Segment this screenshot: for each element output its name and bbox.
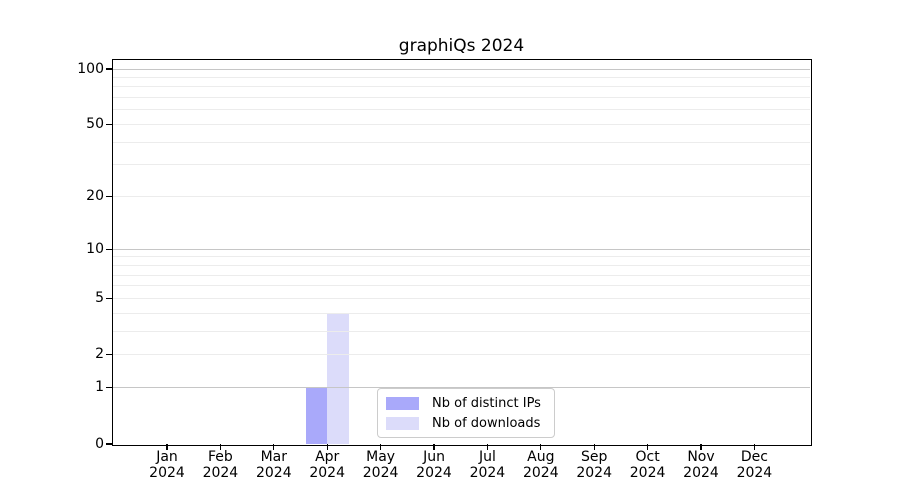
y-axis-tick-label: 100 <box>77 60 104 77</box>
y-axis-tick <box>106 196 113 198</box>
gridline-major <box>113 387 810 389</box>
y-axis-tick-label: 10 <box>86 240 104 257</box>
x-axis-tick-label: Oct 2024 <box>629 449 666 481</box>
x-axis-tick <box>326 444 328 450</box>
gridline-minor <box>113 264 810 266</box>
x-axis-tick <box>486 444 488 450</box>
x-axis-tick <box>540 444 542 450</box>
legend-swatch-downloads <box>386 416 419 430</box>
legend: Nb of distinct IPs Nb of downloads <box>377 388 555 438</box>
gridline-minor <box>113 285 810 287</box>
x-axis-tick-label: Mar 2024 <box>255 449 292 481</box>
x-axis-tick-label: Apr 2024 <box>309 449 345 481</box>
x-axis-tick <box>166 444 168 450</box>
x-axis-tick-label: Feb 2024 <box>202 449 239 481</box>
gridline-minor <box>113 330 810 332</box>
gridline-minor <box>113 97 810 99</box>
chart-title: graphiQs 2024 <box>398 36 525 56</box>
x-axis-tick <box>433 444 435 450</box>
y-axis-tick-label: 20 <box>86 188 104 205</box>
y-axis-tick-label: 2 <box>95 346 104 363</box>
gridline-minor <box>113 76 810 78</box>
x-axis-tick-label: Aug 2024 <box>522 449 559 481</box>
legend-item-distinct-ips: Nb of distinct IPs <box>386 396 546 411</box>
x-axis-tick-label: Jan 2024 <box>149 449 185 481</box>
x-axis-tick-label: Sep 2024 <box>576 449 612 481</box>
legend-label-distinct-ips: Nb of distinct IPs <box>432 395 541 411</box>
legend-label-downloads: Nb of downloads <box>432 415 541 431</box>
x-axis-tick-label: Jun 2024 <box>416 449 452 481</box>
x-axis-tick <box>700 444 702 450</box>
gridline-minor <box>113 141 810 143</box>
x-axis-tick <box>219 444 221 450</box>
gridline-minor <box>113 86 810 88</box>
x-axis-tick <box>380 444 382 450</box>
x-axis-tick <box>647 444 649 450</box>
y-axis-tick-label: 1 <box>95 379 104 396</box>
gridline-minor <box>113 109 810 111</box>
gridline-minor <box>113 196 810 198</box>
x-axis-tick-label: Jul 2024 <box>469 449 506 481</box>
gridline-minor <box>113 124 810 126</box>
gridline-minor <box>113 297 810 299</box>
legend-swatch-distinct-ips <box>386 396 419 410</box>
gridline-minor <box>113 164 810 166</box>
y-axis-tick-label: 0 <box>95 435 104 452</box>
x-axis-tick <box>753 444 755 450</box>
x-axis-tick-label: Dec 2024 <box>736 449 773 481</box>
gridline-minor <box>113 312 810 314</box>
gridline-major <box>113 248 810 250</box>
y-axis-tick <box>106 68 113 70</box>
gridline-minor <box>113 256 810 258</box>
y-axis-tick-label: 50 <box>86 116 104 133</box>
legend-item-downloads: Nb of downloads <box>386 416 546 431</box>
y-axis-tick <box>106 297 113 299</box>
y-axis-tick <box>106 387 113 389</box>
x-axis-tick-label: May 2024 <box>362 449 399 481</box>
gridline-major <box>113 68 810 70</box>
y-axis-tick <box>106 354 113 356</box>
y-axis-tick-label: 5 <box>95 289 104 306</box>
x-axis-tick-label: Nov 2024 <box>683 449 719 481</box>
x-axis-tick <box>593 444 595 450</box>
plot-area: Nb of distinct IPs Nb of downloads 100 50… <box>77 58 812 480</box>
bar-nb-of-distinct-ips <box>305 387 328 444</box>
gridline-minor <box>113 354 810 356</box>
y-axis-tick <box>106 123 113 126</box>
bar-nb-of-downloads <box>327 313 349 444</box>
y-axis-tick <box>106 443 113 445</box>
gridline-minor <box>113 274 810 276</box>
y-axis-tick <box>106 248 113 250</box>
x-axis-tick <box>273 444 275 450</box>
